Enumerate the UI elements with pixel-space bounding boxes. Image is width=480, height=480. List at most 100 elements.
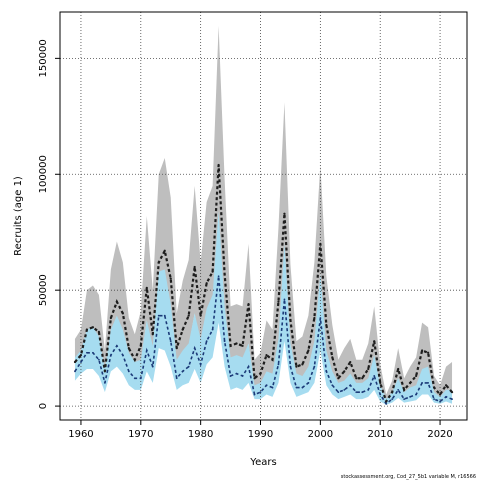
- data-point: [181, 328, 184, 331]
- data-point: [92, 351, 94, 354]
- data-point: [349, 360, 352, 364]
- data-point: [373, 375, 376, 377]
- data-point: [103, 370, 106, 373]
- source-caption: stockassessment.org, Cod_27_5b1 variable…: [341, 474, 476, 480]
- data-point: [199, 314, 202, 317]
- data-point: [235, 342, 238, 345]
- data-point: [433, 398, 435, 401]
- data-point: [127, 347, 130, 350]
- data-point: [397, 367, 400, 371]
- data-point: [331, 356, 334, 359]
- data-point: [211, 270, 214, 273]
- data-point: [331, 384, 334, 387]
- data-point: [397, 388, 400, 391]
- data-point: [205, 282, 208, 285]
- dark-series-line: [74, 164, 453, 405]
- data-point: [74, 370, 76, 373]
- x-tick-label: 1990: [248, 429, 273, 440]
- data-point: [265, 353, 268, 357]
- data-point: [151, 333, 154, 336]
- data-point: [313, 365, 316, 368]
- data-point: [109, 316, 112, 320]
- data-point: [289, 365, 292, 368]
- data-point: [241, 344, 244, 347]
- data-point: [139, 344, 142, 347]
- data-point: [229, 344, 232, 347]
- data-point: [163, 249, 166, 252]
- data-point: [450, 391, 454, 394]
- data-point: [247, 302, 250, 306]
- x-tick-label: 1960: [68, 429, 93, 440]
- x-tick-label: 1980: [188, 429, 213, 440]
- data-point: [355, 391, 358, 394]
- series-points: [73, 163, 454, 405]
- x-tick-label: 2020: [427, 429, 452, 440]
- data-point: [97, 330, 101, 334]
- data-point: [438, 393, 442, 396]
- data-point: [349, 384, 352, 387]
- series-lines: [74, 164, 453, 405]
- data-point: [337, 377, 340, 380]
- data-point: [86, 351, 88, 354]
- data-point: [415, 393, 418, 396]
- data-point: [103, 382, 106, 384]
- data-point: [325, 323, 328, 327]
- data-point: [79, 353, 83, 357]
- data-point: [211, 328, 214, 331]
- data-point: [391, 391, 394, 394]
- data-point: [427, 382, 429, 384]
- y-tick-label: 100000: [38, 155, 49, 193]
- data-point: [229, 375, 232, 377]
- data-point: [313, 316, 316, 320]
- data-point: [385, 400, 388, 403]
- data-point: [283, 298, 286, 301]
- data-point: [247, 365, 250, 368]
- data-point: [169, 340, 172, 343]
- data-point: [301, 363, 304, 366]
- data-point: [187, 365, 190, 368]
- y-tick-label: 50000: [38, 274, 49, 306]
- data-point: [253, 393, 256, 396]
- data-point: [271, 386, 274, 389]
- y-axis-title: Recruits (age 1): [13, 176, 24, 256]
- data-point: [217, 163, 220, 167]
- blue-series-line: [74, 276, 453, 405]
- data-point: [151, 365, 154, 368]
- data-point: [175, 347, 178, 350]
- data-point: [289, 319, 292, 322]
- data-point: [373, 340, 376, 343]
- data-point: [319, 317, 322, 319]
- data-point: [451, 398, 453, 401]
- data-point: [235, 372, 238, 375]
- data-point: [403, 388, 406, 391]
- data-point: [343, 370, 346, 373]
- data-point: [277, 363, 280, 366]
- x-tick-label: 1970: [128, 429, 153, 440]
- data-point: [115, 344, 118, 347]
- grey-band: [74, 25, 453, 404]
- data-point: [307, 382, 310, 384]
- data-point: [223, 340, 226, 343]
- data-point: [361, 391, 364, 394]
- data-point: [277, 300, 280, 303]
- data-point: [199, 363, 202, 366]
- data-point: [271, 358, 274, 361]
- data-point: [421, 349, 424, 352]
- data-point: [121, 312, 124, 315]
- data-point: [403, 398, 406, 401]
- data-point: [367, 388, 370, 391]
- data-point: [445, 395, 447, 398]
- y-tick-label: 0: [38, 403, 49, 409]
- x-axis-ticks: 1960 1970 1980 1990 2000 2010 2020: [68, 420, 453, 440]
- x-axis-title: Years: [249, 457, 276, 468]
- data-point: [426, 351, 430, 354]
- data-point: [325, 370, 328, 373]
- data-point: [193, 347, 196, 350]
- data-point: [319, 242, 322, 245]
- data-point: [157, 314, 160, 317]
- grid-lines: [60, 12, 467, 420]
- data-point: [421, 382, 424, 384]
- data-point: [80, 361, 82, 363]
- data-point: [444, 384, 448, 387]
